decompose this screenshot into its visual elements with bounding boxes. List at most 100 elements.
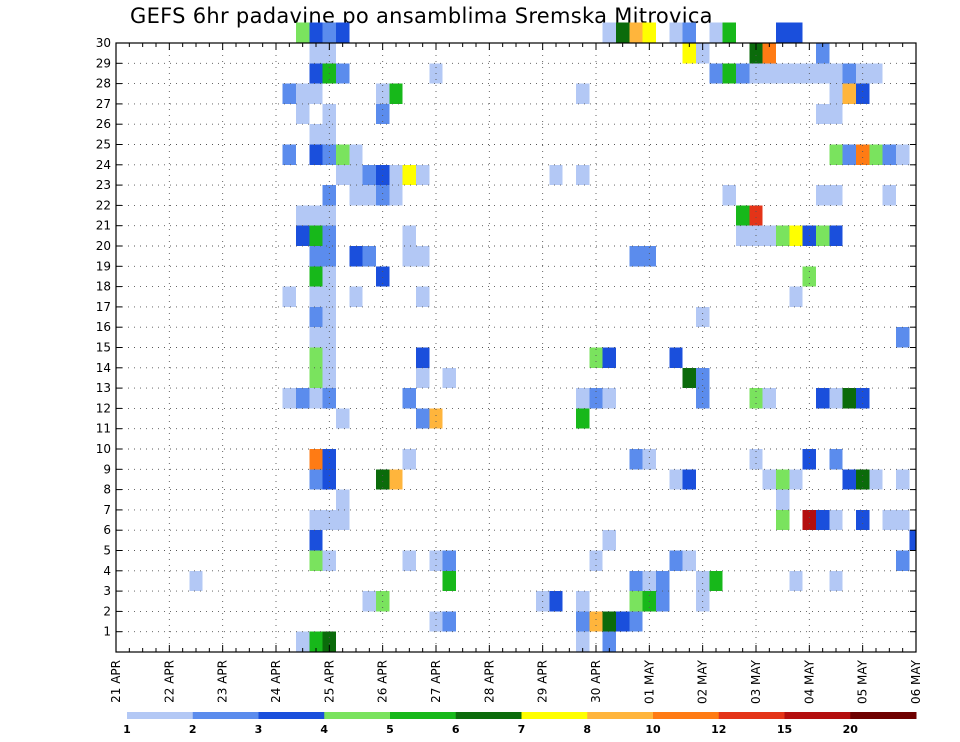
precip-cell (549, 591, 563, 612)
y-tick-label: 17 (96, 300, 111, 314)
legend-swatch (718, 712, 785, 719)
legend-label: 1 (123, 723, 131, 736)
y-tick-label: 8 (103, 483, 111, 497)
precip-cell (309, 530, 323, 551)
precip-cell (349, 246, 363, 267)
precip-cell (629, 570, 643, 592)
precip-cell (682, 550, 696, 571)
precip-cell (762, 469, 776, 490)
x-axis-labels: 21 APR 22 APR 23 APR 24 APR 25 APR 26 APR 27 A… (109, 659, 923, 704)
y-tick-label: 18 (96, 280, 111, 294)
precip-cell (776, 22, 790, 43)
y-tick-label: 25 (96, 138, 111, 152)
y-tick-label: 28 (96, 77, 111, 91)
y-tick-label: 20 (96, 239, 111, 253)
y-tick-label: 6 (103, 523, 111, 537)
precip-cell (629, 591, 643, 612)
precip-cell (896, 509, 910, 531)
precip-cell (309, 205, 323, 226)
precip-cell (322, 550, 336, 571)
precip-cell (322, 43, 336, 64)
precip-cell (856, 388, 870, 409)
precip-cell (776, 489, 790, 510)
precip-cell (576, 631, 590, 652)
precip-cell (549, 164, 563, 186)
y-tick-label: 12 (96, 401, 111, 415)
precip-cell (322, 266, 336, 287)
precip-cell (362, 164, 376, 186)
precip-cell (322, 449, 336, 470)
precip-cell (669, 22, 683, 43)
precip-cell (869, 469, 883, 490)
precip-cell (869, 144, 883, 165)
precip-cell (856, 144, 870, 165)
x-tick-label: 27 APR (429, 660, 443, 703)
y-tick-label: 26 (96, 117, 111, 131)
precip-cell (709, 22, 723, 43)
x-tick-label: 28 APR (482, 660, 496, 703)
legend-swatch (127, 712, 194, 719)
legend-label: 6 (452, 723, 460, 736)
precip-cell (629, 246, 643, 267)
precip-cell (616, 22, 630, 43)
precip-cell (829, 449, 843, 470)
precip-cell (656, 591, 670, 612)
precip-cell (762, 388, 776, 409)
y-tick-label: 24 (96, 158, 111, 172)
precip-cell (829, 63, 843, 84)
precip-cell (722, 63, 736, 84)
precip-cell (656, 570, 670, 592)
precip-cell (896, 550, 910, 571)
legend-label: 8 (583, 723, 591, 736)
precip-cell (589, 550, 603, 571)
precip-cell (336, 509, 350, 531)
precip-cell (309, 63, 323, 84)
precip-cell (296, 22, 310, 43)
precip-cell (402, 164, 416, 186)
precip-cell (682, 43, 696, 64)
precip-cell (336, 22, 350, 43)
precip-cell (309, 83, 323, 104)
precip-cell (616, 611, 630, 632)
y-tick-label: 13 (96, 381, 111, 395)
precip-cell (402, 550, 416, 571)
precip-cell (336, 144, 350, 165)
precip-cell (642, 449, 656, 470)
precip-cell (362, 246, 376, 267)
precip-cell (429, 611, 443, 632)
precip-cell (642, 22, 656, 43)
precip-cell (442, 550, 456, 571)
precip-cell (762, 43, 776, 64)
precip-cell (682, 22, 696, 43)
precip-cell (322, 205, 336, 226)
precip-cell (629, 449, 643, 470)
precip-cell (429, 408, 443, 429)
precip-cell (789, 469, 803, 490)
precip-cell (309, 144, 323, 165)
precip-cell (829, 144, 843, 165)
precip-cell (309, 449, 323, 470)
precip-cell (802, 509, 816, 531)
x-tick-label: 03 MAY (749, 659, 763, 704)
precip-cell (816, 509, 830, 531)
precip-cell (189, 570, 203, 592)
y-tick-label: 16 (96, 320, 111, 334)
precip-cell (602, 530, 616, 551)
y-tick-label: 19 (96, 259, 111, 273)
precip-cell (296, 83, 310, 104)
precip-cell (829, 509, 843, 531)
precip-cell (669, 347, 683, 368)
y-tick-label: 1 (103, 625, 111, 639)
precip-cell (402, 449, 416, 470)
precip-cell (896, 327, 910, 348)
precip-cell (816, 185, 830, 206)
precip-cell (402, 246, 416, 267)
precip-cell (882, 185, 896, 206)
precip-cell (322, 367, 336, 389)
precip-cell (309, 306, 323, 328)
precip-cell (749, 449, 763, 470)
legend-swatch (258, 712, 325, 719)
precip-cell (322, 144, 336, 165)
legend-label: 4 (320, 723, 328, 736)
precip-cell (856, 469, 870, 490)
